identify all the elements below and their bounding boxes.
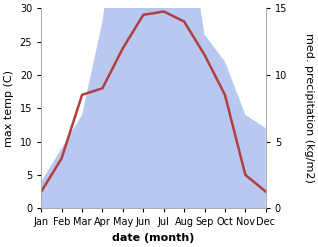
X-axis label: date (month): date (month): [112, 233, 195, 243]
Y-axis label: med. precipitation (kg/m2): med. precipitation (kg/m2): [304, 33, 314, 183]
Y-axis label: max temp (C): max temp (C): [4, 70, 14, 147]
